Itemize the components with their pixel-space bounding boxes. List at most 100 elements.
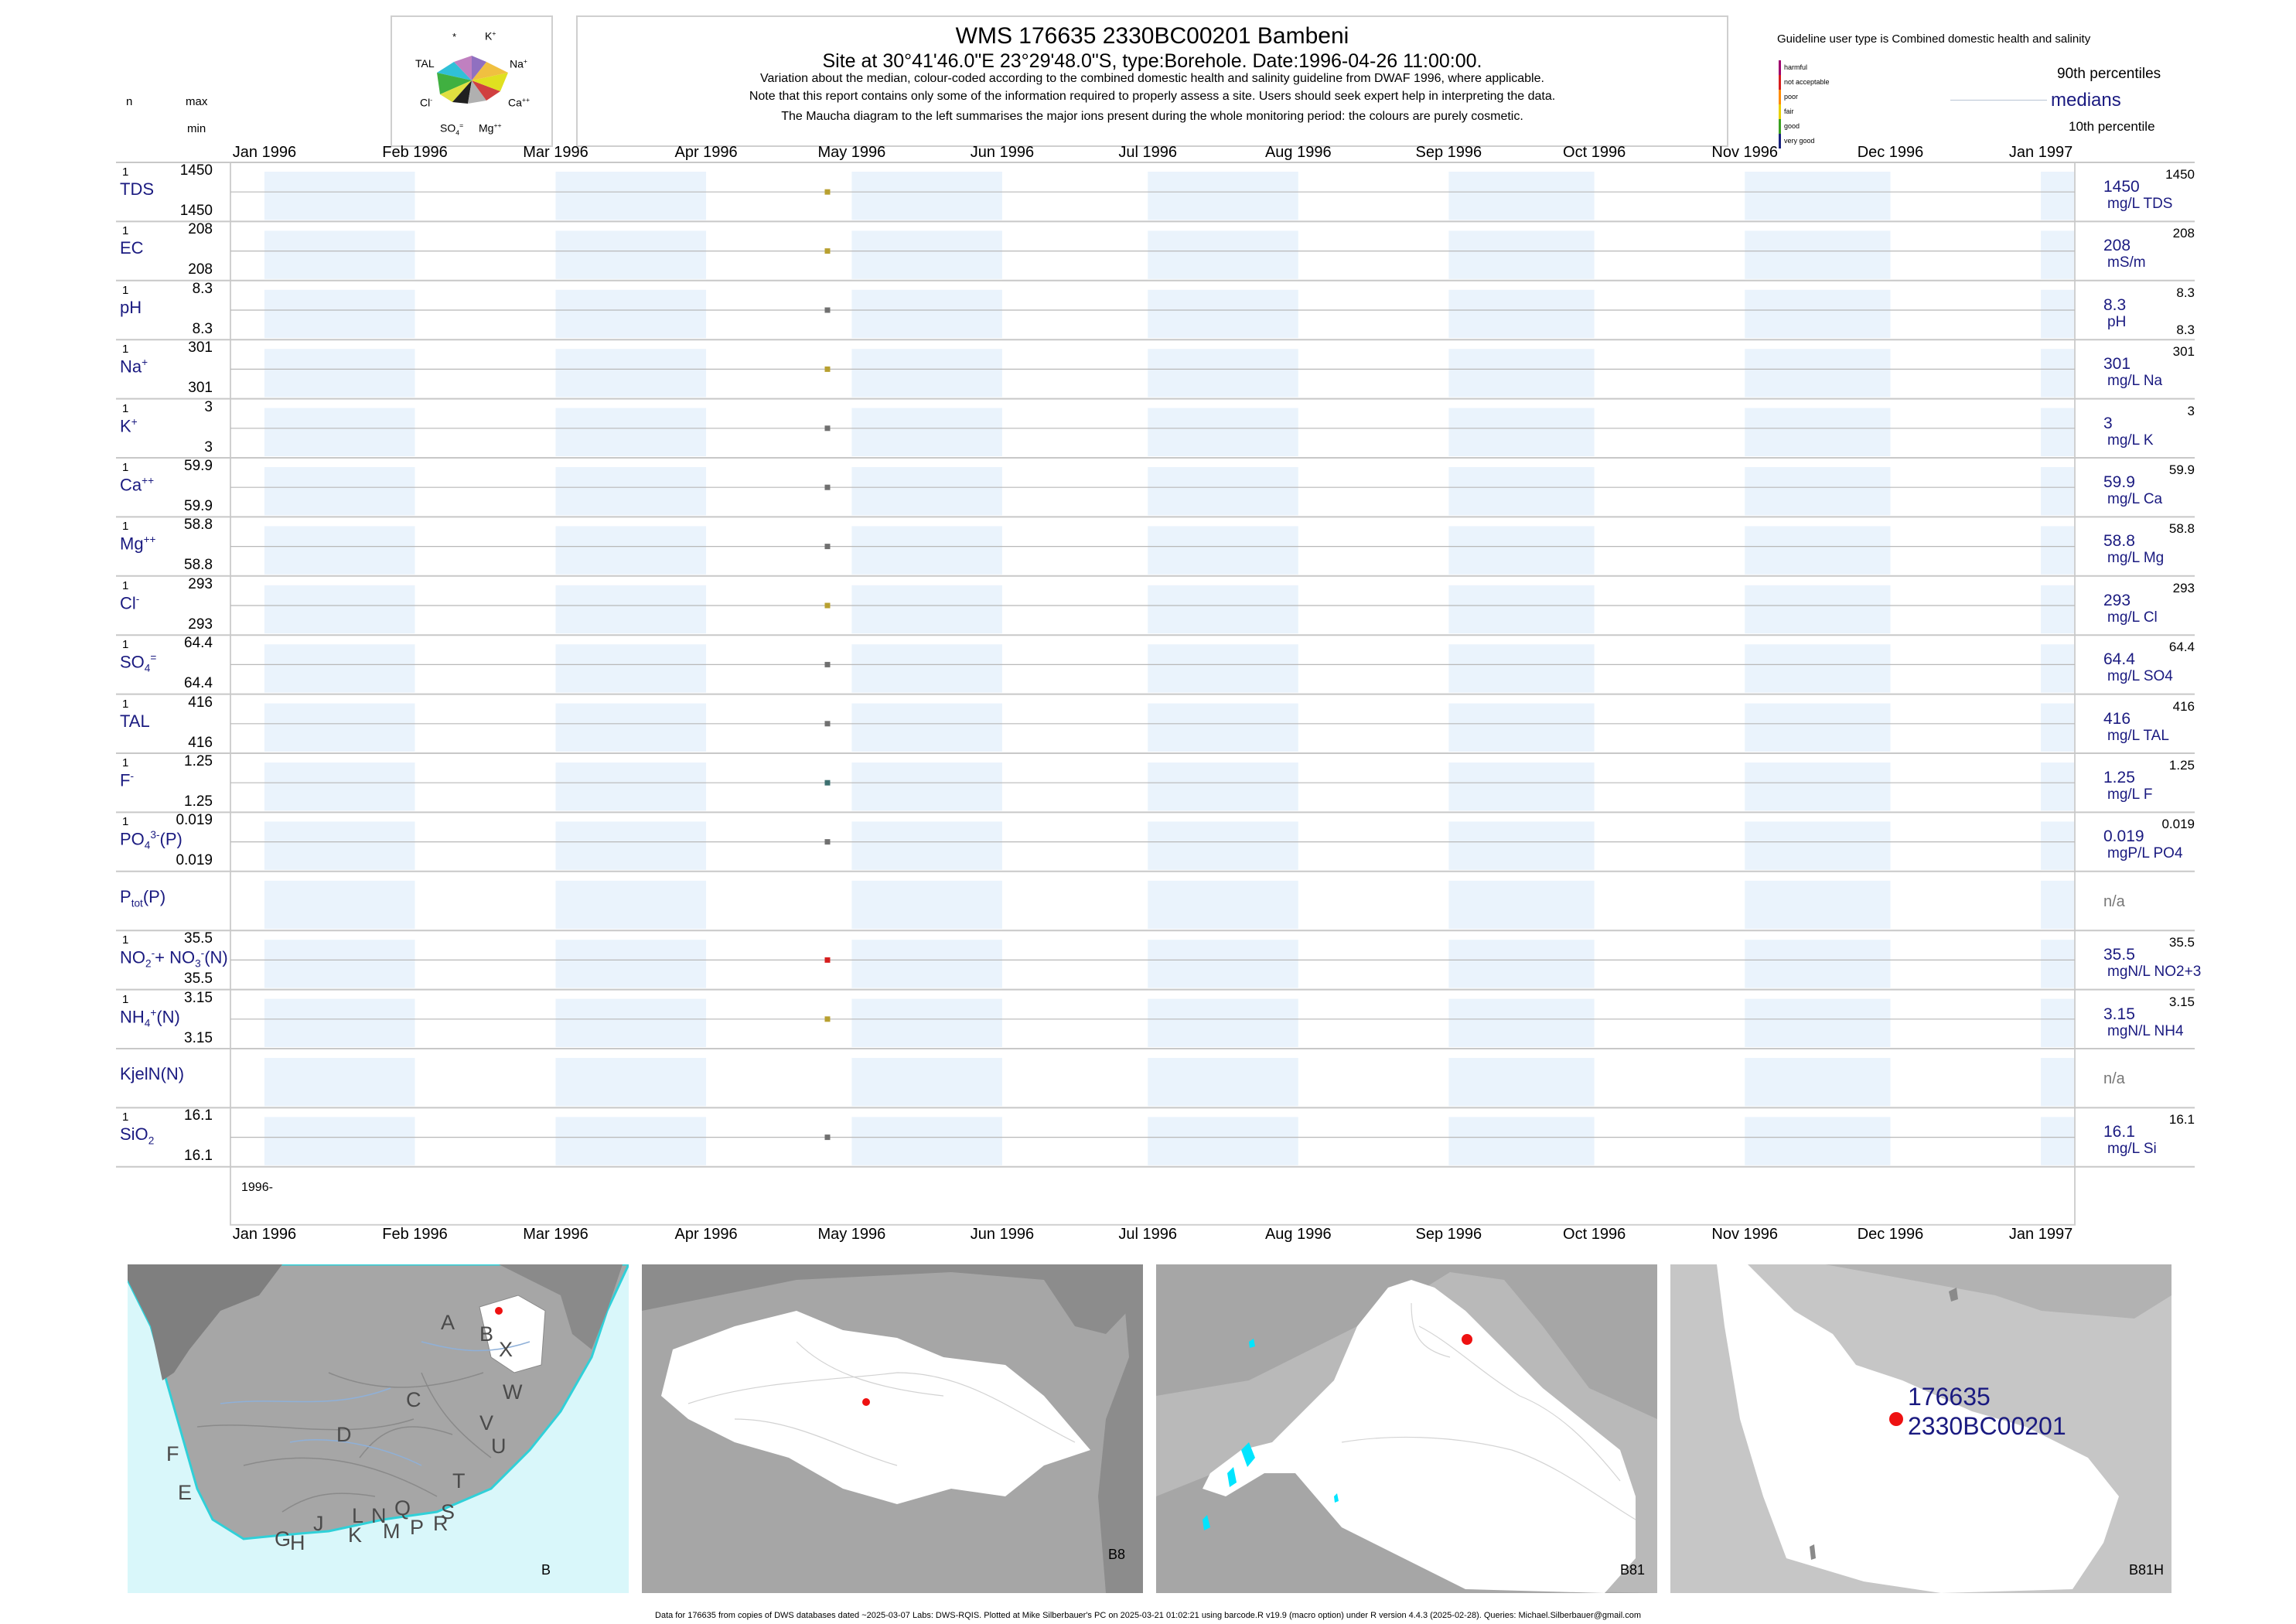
param-count: 1	[122, 697, 129, 711]
region-letter: N	[371, 1504, 387, 1527]
footer-credits: Data for 176635 from copies of DWS datab…	[655, 1611, 1641, 1620]
p90-value: 3.15	[2168, 994, 2195, 1009]
param-name: KjelN(N)	[120, 1064, 185, 1083]
median-value: 416	[2103, 709, 2131, 728]
region-letter: H	[290, 1531, 305, 1554]
param-max-value: 293	[188, 575, 213, 592]
param-unit: mg/L F	[2107, 786, 2153, 803]
month-shade-band	[1745, 940, 1891, 988]
month-shade-band	[264, 644, 415, 693]
param-unit: mg/L SO4	[2107, 668, 2173, 685]
p90-value: 16.1	[2168, 1112, 2195, 1128]
p90-value: 1450	[2165, 167, 2195, 182]
param-name: F-	[120, 770, 134, 790]
month-shade-band	[1448, 880, 1595, 930]
month-shade-band	[555, 940, 707, 988]
month-shade-band	[555, 349, 707, 397]
month-shade-band	[1745, 1058, 1891, 1107]
month-shade-band	[1745, 1117, 1891, 1165]
report-note-1: Variation about the median, colour-coded…	[760, 72, 1544, 85]
param-count: 1	[122, 638, 129, 652]
month-shade-band	[264, 1058, 415, 1107]
month-tick-label: Feb 1996	[382, 144, 448, 161]
param-name: Ca++	[120, 475, 155, 495]
month-shade-band	[1148, 763, 1298, 811]
param-min-value: 3	[204, 438, 213, 455]
month-tick-label: Oct 1996	[1563, 1226, 1626, 1243]
month-tick-label: Jan 1996	[232, 144, 297, 161]
month-shade-band	[1745, 644, 1891, 693]
month-shade-band	[2041, 585, 2075, 634]
p90-value: 416	[2172, 698, 2195, 714]
month-tick-label: May 1996	[817, 1226, 886, 1243]
header-max: max	[186, 95, 208, 108]
param-count: 1	[122, 1111, 129, 1124]
month-shade-band	[2041, 349, 2075, 397]
param-min-value: 416	[188, 734, 213, 751]
month-shade-band	[2041, 289, 2075, 339]
median-value: 301	[2103, 355, 2131, 374]
month-shade-band	[2041, 940, 2075, 988]
param-name: NH4+(N)	[120, 1006, 180, 1029]
report-subtitle: Site at 30°41'46.0"E 23°29'48.0"S, type:…	[822, 50, 1482, 72]
param-count: 1	[122, 343, 129, 357]
region-letter: L	[352, 1504, 364, 1527]
month-shade-band	[1448, 940, 1595, 988]
sample-point	[824, 484, 831, 490]
region-letter: X	[499, 1338, 513, 1361]
legend-median-line	[1950, 100, 2047, 101]
region-letter: E	[178, 1481, 193, 1504]
sample-point	[824, 661, 831, 667]
month-tick-label: Aug 1996	[1264, 144, 1332, 161]
p90-value: 0.019	[2161, 817, 2195, 832]
year-label: 1996-	[241, 1181, 273, 1194]
region-letter: W	[503, 1380, 523, 1404]
month-shade-band	[1448, 349, 1595, 397]
param-max-value: 1450	[179, 162, 213, 179]
median-value: 16.1	[2103, 1123, 2135, 1141]
param-name: PO43-(P)	[120, 829, 183, 852]
month-shade-band	[1448, 998, 1595, 1047]
param-min-value: 35.5	[184, 971, 213, 988]
param-name: pH	[120, 297, 142, 317]
param-max-value: 416	[188, 694, 213, 711]
month-shade-band	[1448, 1058, 1595, 1107]
month-shade-band	[851, 940, 1002, 988]
month-shade-band	[1448, 467, 1595, 516]
month-tick-label: Jan 1997	[2008, 144, 2073, 161]
month-shade-band	[555, 880, 707, 930]
param-unit: mgN/L NH4	[2107, 1022, 2184, 1039]
param-min-value: 64.4	[184, 675, 213, 692]
legend-swatch	[1779, 90, 1781, 104]
region-letter: M	[383, 1520, 401, 1543]
month-tick-label: Apr 1996	[674, 1226, 738, 1243]
param-count: 1	[122, 401, 129, 415]
month-tick-label: Jul 1996	[1118, 1226, 1178, 1243]
month-tick-label: Nov 1996	[1711, 144, 1779, 161]
month-shade-band	[1448, 703, 1595, 752]
region-letter: C	[406, 1388, 421, 1411]
maucha-label-ca: Ca++	[508, 96, 531, 109]
month-shade-band	[555, 763, 707, 811]
param-unit: mg/L Na	[2107, 373, 2163, 390]
month-shade-band	[1745, 763, 1891, 811]
param-max-value: 0.019	[176, 812, 213, 829]
report-note-3: The Maucha diagram to the left summarise…	[781, 110, 1523, 123]
sample-point	[824, 1016, 831, 1022]
month-shade-band	[851, 703, 1002, 752]
month-shade-band	[2041, 644, 2075, 693]
median-na: n/a	[2103, 892, 2125, 910]
param-unit: mgN/L NO2+3	[2107, 964, 2202, 981]
barcode-chart	[116, 162, 2195, 1226]
month-shade-band	[851, 467, 1002, 516]
region-letter: V	[479, 1411, 494, 1435]
param-min-value: 0.019	[176, 852, 213, 869]
report-title: WMS 176635 2330BC00201 Bambeni	[955, 23, 1349, 49]
legend-swatch	[1779, 134, 1781, 148]
legend-swatch	[1779, 75, 1781, 90]
month-shade-band	[264, 230, 415, 279]
month-tick-label: Jul 1996	[1118, 144, 1178, 161]
legend-class-label: harmful	[1784, 63, 1808, 71]
param-count: 1	[122, 283, 129, 297]
sample-point	[824, 307, 831, 313]
